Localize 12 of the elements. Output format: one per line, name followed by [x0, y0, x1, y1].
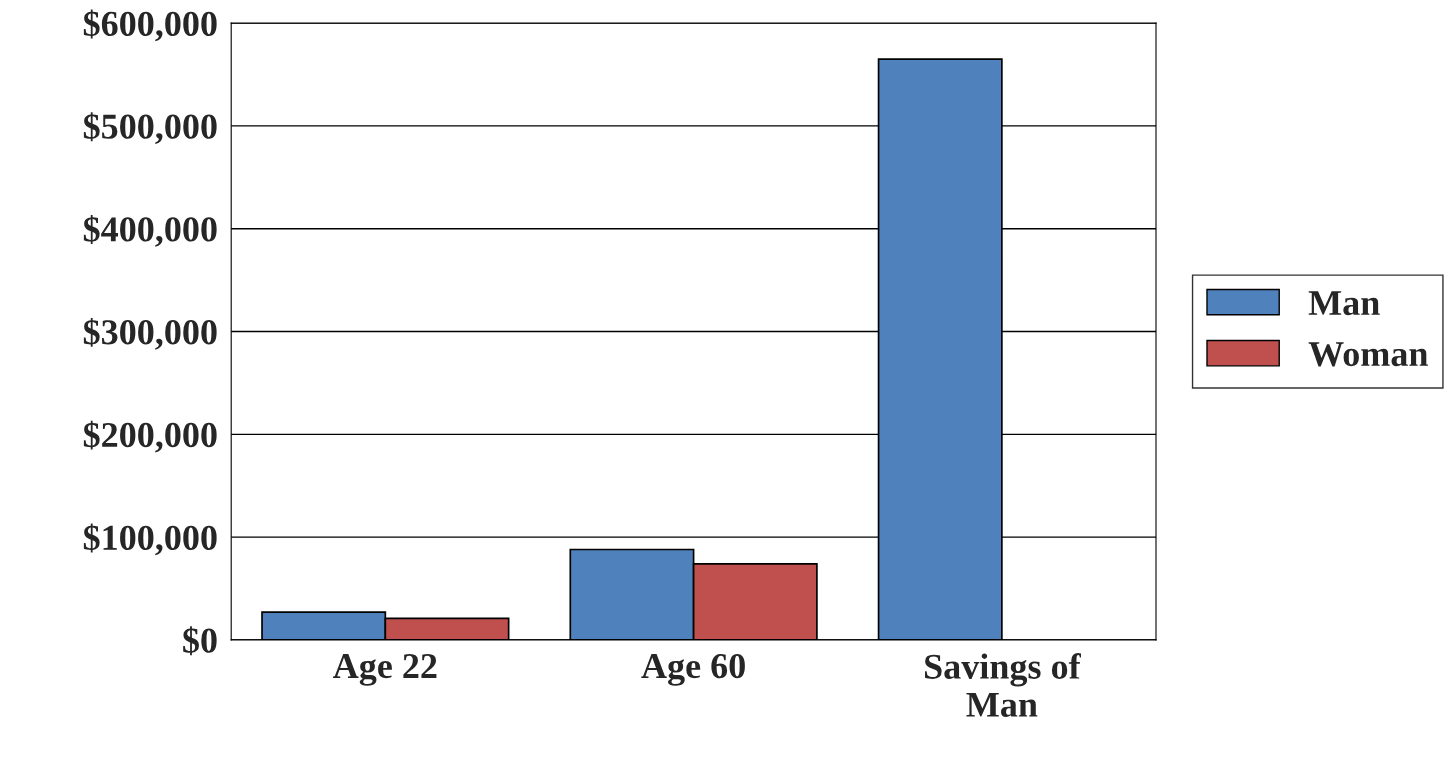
legend-label: Man — [1308, 291, 1380, 316]
y-tick-label: $0 — [183, 626, 217, 656]
y-tick-label: $100,000 — [83, 523, 217, 556]
x-tick-label: Age 60 — [641, 653, 745, 686]
y-tick-label: $200,000 — [83, 420, 217, 453]
x-tick-label: Savings of Man — [925, 653, 1081, 717]
y-tick-label: $600,000 — [83, 9, 217, 42]
y-tick-label: $300,000 — [83, 317, 217, 350]
y-tick-label: $500,000 — [83, 112, 217, 145]
x-tick-label: Age 22 — [333, 653, 437, 686]
legend-label: Woman — [1308, 342, 1428, 367]
y-tick-label: $400,000 — [83, 215, 217, 247]
